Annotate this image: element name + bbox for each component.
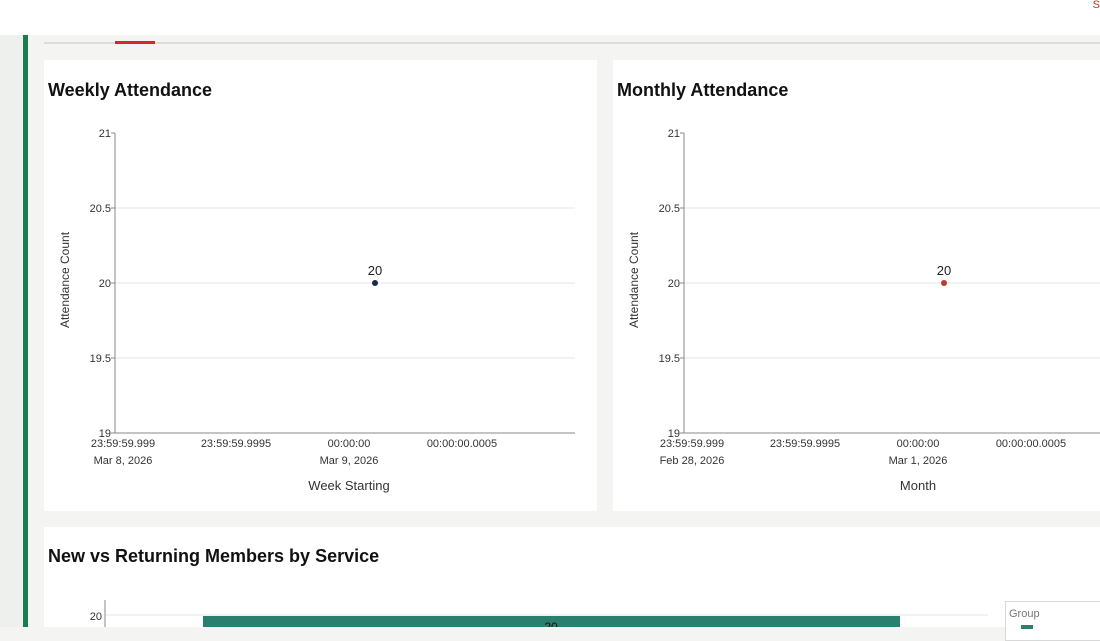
monthly-attendance-card: Monthly Attendance 21 20.5 20 19.5 19 23:59:… (613, 60, 1100, 511)
monthly-y-tick-label: 19.5 (659, 353, 680, 365)
weekly-x-tick-label: 23:59:59.999 (91, 438, 155, 450)
monthly-points: 20 (937, 263, 951, 286)
weekly-y-tick-label: 19.5 (90, 353, 111, 365)
members-by-service-chart: 20 20 (90, 600, 988, 627)
monthly-y-axis-label: Attendance Count (627, 231, 641, 328)
weekly-x-tick-date-label: Mar 8, 2026 (94, 455, 153, 467)
weekly-x-tick-label: 23:59:59.9995 (201, 438, 271, 450)
weekly-y-tick-label: 20.5 (90, 203, 111, 215)
weekly-points: 20 (368, 263, 382, 286)
members-by-service-card: New vs Returning Members by Service 20 2… (44, 527, 1100, 627)
weekly-x-axis-label: Week Starting (308, 478, 389, 493)
members-legend: Group (1005, 601, 1100, 641)
monthly-x-tick-date-label: Mar 1, 2026 (889, 455, 948, 467)
monthly-x-tick-label: 00:00:00 (897, 438, 940, 450)
accent-sidebar-stripe (23, 35, 28, 627)
weekly-x-tick-label: 00:00:00 (328, 438, 371, 450)
tab-strip-divider (44, 42, 1100, 44)
members-bar (203, 616, 900, 627)
monthly-x-tick-label: 00:00:00.0005 (996, 438, 1066, 450)
weekly-data-point (372, 280, 378, 286)
members-bar-value-label: 20 (544, 620, 558, 627)
weekly-data-label: 20 (368, 263, 382, 278)
weekly-x-tick-label: 00:00:00.0005 (427, 438, 497, 450)
monthly-x-tick-labels: 23:59:59.999 Feb 28, 2026 23:59:59.9995 00:… (660, 438, 1067, 467)
monthly-y-tick-label: 21 (668, 128, 680, 140)
weekly-x-tick-date-label: Mar 9, 2026 (320, 455, 379, 467)
weekly-y-tick-labels: 21 20.5 20 19.5 19 (90, 128, 111, 440)
weekly-y-tick-label: 19 (99, 428, 111, 440)
monthly-x-tick-date-label: Feb 28, 2026 (660, 455, 725, 467)
left-panel (0, 35, 23, 627)
legend-swatch (1021, 625, 1033, 629)
weekly-attendance-card: Weekly Attendance 21 20.5 20 19.5 19 23:59:5… (44, 60, 597, 511)
monthly-x-axis-label: Month (900, 478, 936, 493)
tab-active-indicator[interactable] (115, 41, 155, 44)
monthly-y-tick-labels: 21 20.5 20 19.5 19 (659, 128, 680, 440)
monthly-x-tick-label: 23:59:59.999 (660, 438, 724, 450)
monthly-y-tick-label: 20 (668, 278, 680, 290)
weekly-y-axis-label: Attendance Count (58, 231, 72, 328)
monthly-grid-lines (680, 132, 1100, 434)
top-bar-corner-glyph: S (1092, 0, 1100, 11)
members-y-tick-label: 20 (90, 611, 102, 623)
monthly-x-tick-label: 23:59:59.9995 (770, 438, 840, 450)
monthly-y-tick-label: 19 (668, 428, 680, 440)
monthly-data-point (941, 280, 947, 286)
weekly-grid-lines (111, 132, 575, 434)
monthly-attendance-title: Monthly Attendance (617, 80, 789, 100)
weekly-y-tick-label: 21 (99, 128, 111, 140)
weekly-attendance-title: Weekly Attendance (48, 80, 213, 100)
top-bar: S (0, 0, 1100, 35)
members-by-service-title: New vs Returning Members by Service (48, 546, 380, 566)
monthly-data-label: 20 (937, 263, 951, 278)
weekly-x-tick-labels: 23:59:59.999 Mar 8, 2026 23:59:59.9995 00:0… (91, 438, 497, 467)
legend-title: Group (1009, 608, 1040, 620)
weekly-y-tick-label: 20 (99, 278, 111, 290)
monthly-y-tick-label: 20.5 (659, 203, 680, 215)
